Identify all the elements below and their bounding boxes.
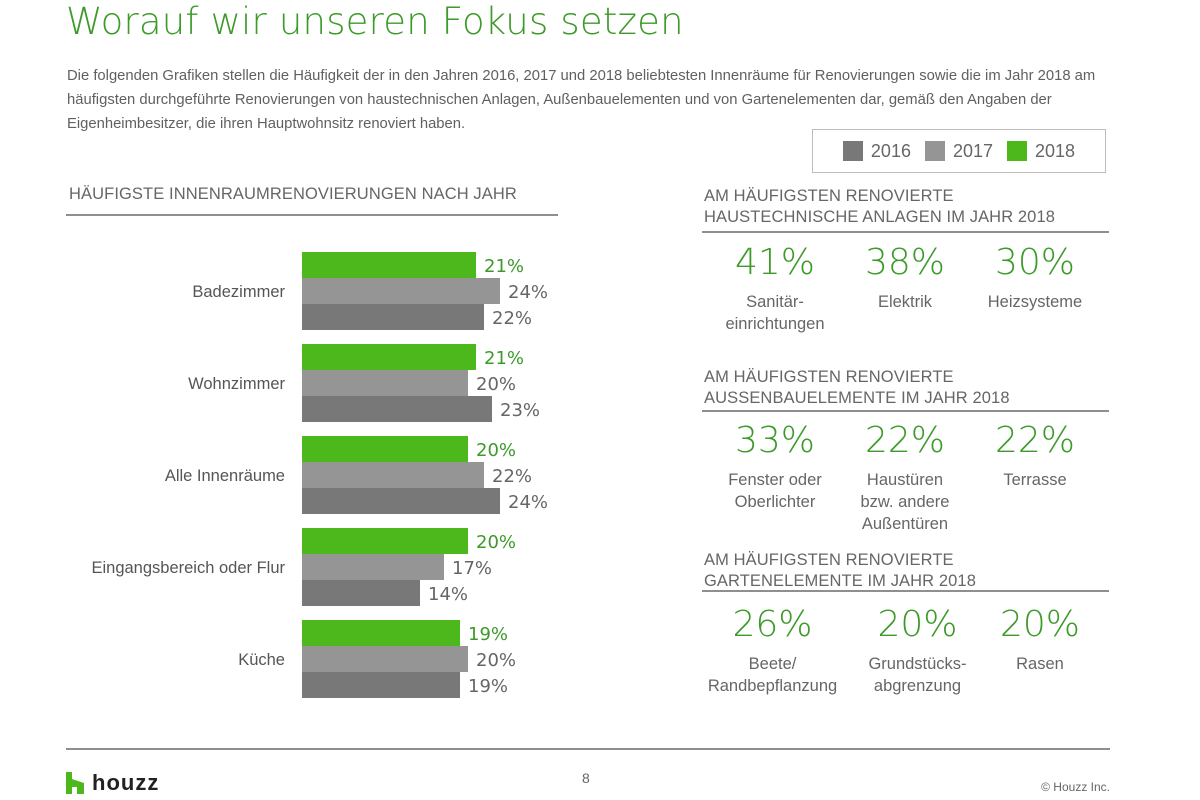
value-label: 23% [500, 400, 540, 421]
legend-item-2016: 2016 [842, 140, 911, 162]
footer-rule [66, 748, 1110, 750]
stat-label: Rasen [1016, 655, 1064, 673]
stat-value: 22% [864, 420, 945, 461]
bar-2017 [302, 462, 484, 488]
stat-label: Sanitär- einrichtungen [725, 293, 825, 333]
stat-label: Elektrik [877, 293, 933, 311]
copyright: © Houzz Inc. [1041, 780, 1110, 794]
stat-value: 26% [732, 604, 813, 645]
bar-2017 [302, 370, 468, 396]
houzz-logo: houzz [66, 770, 159, 796]
section-heading-line: AM HÄUFIGSTEN RENOVIERTE [704, 551, 954, 569]
category-label: Küche [238, 651, 285, 669]
value-label: 14% [428, 584, 468, 605]
section-heading-haustechnik: AM HÄUFIGSTEN RENOVIERTE HAUSTECHNISCHE … [704, 186, 1055, 228]
bar-2018 [302, 436, 468, 462]
stat-group-garten: 26% Beete/ Randbepflanzung 20% Grundstücks… [695, 605, 1105, 697]
stat-item: 20% Grundstücks- abgrenzung [850, 605, 985, 697]
section-heading-line: AM HÄUFIGSTEN RENOVIERTE [704, 187, 954, 205]
bar-2016 [302, 396, 492, 422]
legend-swatch-2016 [842, 141, 863, 161]
stat-group-haustechnik: 41% Sanitär- einrichtungen 38% Elektrik 30… [710, 243, 1120, 335]
value-label: 20% [476, 374, 516, 395]
legend-item-2017: 2017 [924, 140, 994, 162]
logo-wordmark: houzz [92, 770, 160, 795]
stat-value: 38% [864, 242, 945, 283]
bar-2016 [302, 672, 460, 698]
category-label: Alle Innenräume [165, 467, 285, 485]
stat-item: 38% Elektrik [840, 243, 970, 335]
value-label: 21% [484, 256, 524, 277]
legend-swatch-2017 [924, 141, 945, 161]
chart-title-rule [66, 214, 558, 216]
category-label: Badezimmer [192, 283, 285, 301]
stat-item: 20% Rasen [985, 605, 1095, 697]
legend-item-2018: 2018 [1007, 141, 1075, 162]
section-heading-line: HAUSTECHNISCHE ANLAGEN IM JAHR 2018 [704, 208, 1056, 226]
stat-label: Heizsysteme [987, 293, 1083, 311]
stat-value: 30% [994, 242, 1075, 283]
value-label: 20% [476, 440, 516, 461]
stat-label: Beete/ Randbepflanzung [707, 655, 838, 695]
bar-2016 [302, 488, 500, 514]
chart-title: HÄUFIGSTE INNENRAUMRENOVIERUNGEN NACH JA… [69, 185, 517, 203]
stat-item: 22% Haustüren bzw. andere Außentüren [840, 421, 970, 535]
bar-2016 [302, 304, 484, 330]
bar-2018 [302, 620, 460, 646]
bar-2016 [302, 580, 420, 606]
stat-label: Terrasse [1003, 471, 1067, 489]
stat-value: 20% [877, 604, 958, 645]
value-label: 24% [508, 492, 548, 513]
stat-value: 33% [734, 420, 815, 461]
section-heading-line: GARTENELEMENTE IM JAHR 2018 [704, 572, 976, 590]
houzz-h-icon [66, 772, 84, 794]
legend-label-2016: 2016 [870, 140, 911, 161]
stat-value: 20% [999, 604, 1080, 645]
bar-2017 [302, 646, 468, 672]
category-label: Wohnzimmer [188, 375, 285, 393]
legend-label-2017: 2017 [952, 140, 994, 161]
stat-value: 41% [734, 242, 815, 283]
section-heading-garten: AM HÄUFIGSTEN RENOVIERTE GARTENELEMENTE … [704, 550, 976, 592]
value-label: 20% [476, 650, 516, 671]
intro-text: Die folgenden Grafiken stellen die Häufi… [67, 68, 1096, 132]
stat-item: 22% Terrasse [970, 421, 1100, 535]
section-heading-aussenbau: AM HÄUFIGSTEN RENOVIERTE AUSSENBAUELEMEN… [704, 367, 1010, 409]
value-label: 24% [508, 282, 548, 303]
stat-label: Grundstücks- abgrenzung [868, 655, 967, 695]
chart-legend: 2016 2017 2018 [812, 129, 1106, 173]
value-label: 20% [476, 532, 516, 553]
category-label: Eingangsbereich oder Flur [91, 559, 285, 577]
stat-value: 22% [994, 420, 1075, 461]
page-title: Worauf wir unseren Fokus setzen [66, 0, 684, 43]
section-rule [702, 590, 1109, 592]
value-label: 22% [492, 466, 532, 487]
stat-label: Fenster oder Oberlichter [728, 471, 822, 511]
bar-2018 [302, 344, 476, 370]
stat-item: 41% Sanitär- einrichtungen [710, 243, 840, 335]
section-rule [702, 410, 1109, 412]
page-number: 8 [582, 770, 590, 786]
value-label: 19% [468, 624, 508, 645]
legend-swatch-2018 [1007, 141, 1028, 161]
stat-item: 33% Fenster oder Oberlichter [710, 421, 840, 535]
value-label: 21% [484, 348, 524, 369]
bar-2018 [302, 528, 468, 554]
section-heading-line: AM HÄUFIGSTEN RENOVIERTE [704, 368, 954, 386]
value-label: 22% [492, 308, 532, 329]
bar-2017 [302, 554, 444, 580]
section-heading-line: AUSSENBAUELEMENTE IM JAHR 2018 [704, 389, 1010, 407]
stat-label: Haustüren bzw. andere Außentüren [860, 471, 950, 533]
stat-item: 26% Beete/ Randbepflanzung [695, 605, 850, 697]
legend-label-2018: 2018 [1035, 140, 1076, 161]
stat-item: 30% Heizsysteme [970, 243, 1100, 335]
bar-2017 [302, 278, 500, 304]
section-rule [702, 231, 1109, 233]
bar-2018 [302, 252, 476, 278]
value-label: 19% [468, 676, 508, 697]
stat-group-aussenbau: 33% Fenster oder Oberlichter 22% Haustüren… [710, 421, 1120, 535]
value-label: 17% [452, 558, 492, 579]
